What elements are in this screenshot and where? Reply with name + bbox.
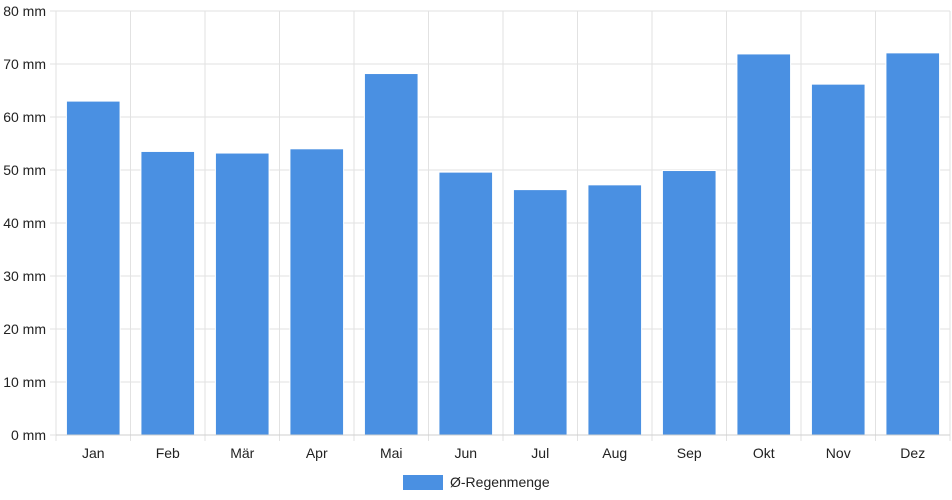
y-tick-label: 10 mm — [3, 374, 46, 390]
grid-lines — [50, 10, 951, 441]
bar-nov[interactable] — [810, 83, 866, 436]
y-tick-label: 50 mm — [3, 162, 46, 178]
bar-okt[interactable] — [736, 53, 792, 436]
bar-jul[interactable] — [512, 189, 568, 436]
legend-label[interactable]: Ø-Regenmenge — [450, 474, 550, 490]
x-axis-labels: Jan Feb Mär Apr Mai Jun Jul Aug Sep Okt Nov Dez — [82, 445, 925, 461]
bar-sep[interactable] — [661, 170, 717, 436]
bar-mai[interactable] — [363, 73, 419, 436]
y-axis-labels: 0 mm 10 mm 20 mm 30 mm 40 mm 50 mm 60 mm 70 mm 8… — [3, 3, 46, 443]
y-tick-label: 20 mm — [3, 321, 46, 337]
y-tick-label: 60 mm — [3, 109, 46, 125]
x-tick-label: Apr — [306, 445, 328, 461]
bar-apr[interactable] — [289, 148, 345, 436]
bar-jan[interactable] — [65, 100, 121, 436]
x-tick-label: Nov — [826, 445, 851, 461]
y-tick-label: 0 mm — [11, 427, 46, 443]
y-tick-label: 70 mm — [3, 56, 46, 72]
y-tick-label: 40 mm — [3, 215, 46, 231]
y-tick-label: 30 mm — [3, 268, 46, 284]
legend[interactable]: Ø-Regenmenge — [403, 474, 550, 490]
x-tick-label: Okt — [753, 445, 775, 461]
x-tick-label: Mär — [230, 445, 254, 461]
x-tick-label: Dez — [900, 445, 925, 461]
bar-jun[interactable] — [438, 171, 494, 436]
bar-aug[interactable] — [587, 184, 643, 436]
x-tick-label: Jul — [531, 445, 549, 461]
y-tick-label: 80 mm — [3, 3, 46, 19]
bars — [65, 52, 941, 436]
x-tick-label: Aug — [602, 445, 627, 461]
bar-dez[interactable] — [885, 52, 941, 436]
x-tick-label: Jan — [82, 445, 105, 461]
x-tick-label: Sep — [677, 445, 702, 461]
x-tick-label: Jun — [454, 445, 477, 461]
bar-mär[interactable] — [214, 152, 270, 436]
bar-feb[interactable] — [140, 150, 196, 436]
legend-swatch[interactable] — [403, 475, 443, 490]
x-tick-label: Mai — [380, 445, 403, 461]
x-tick-label: Feb — [156, 445, 180, 461]
